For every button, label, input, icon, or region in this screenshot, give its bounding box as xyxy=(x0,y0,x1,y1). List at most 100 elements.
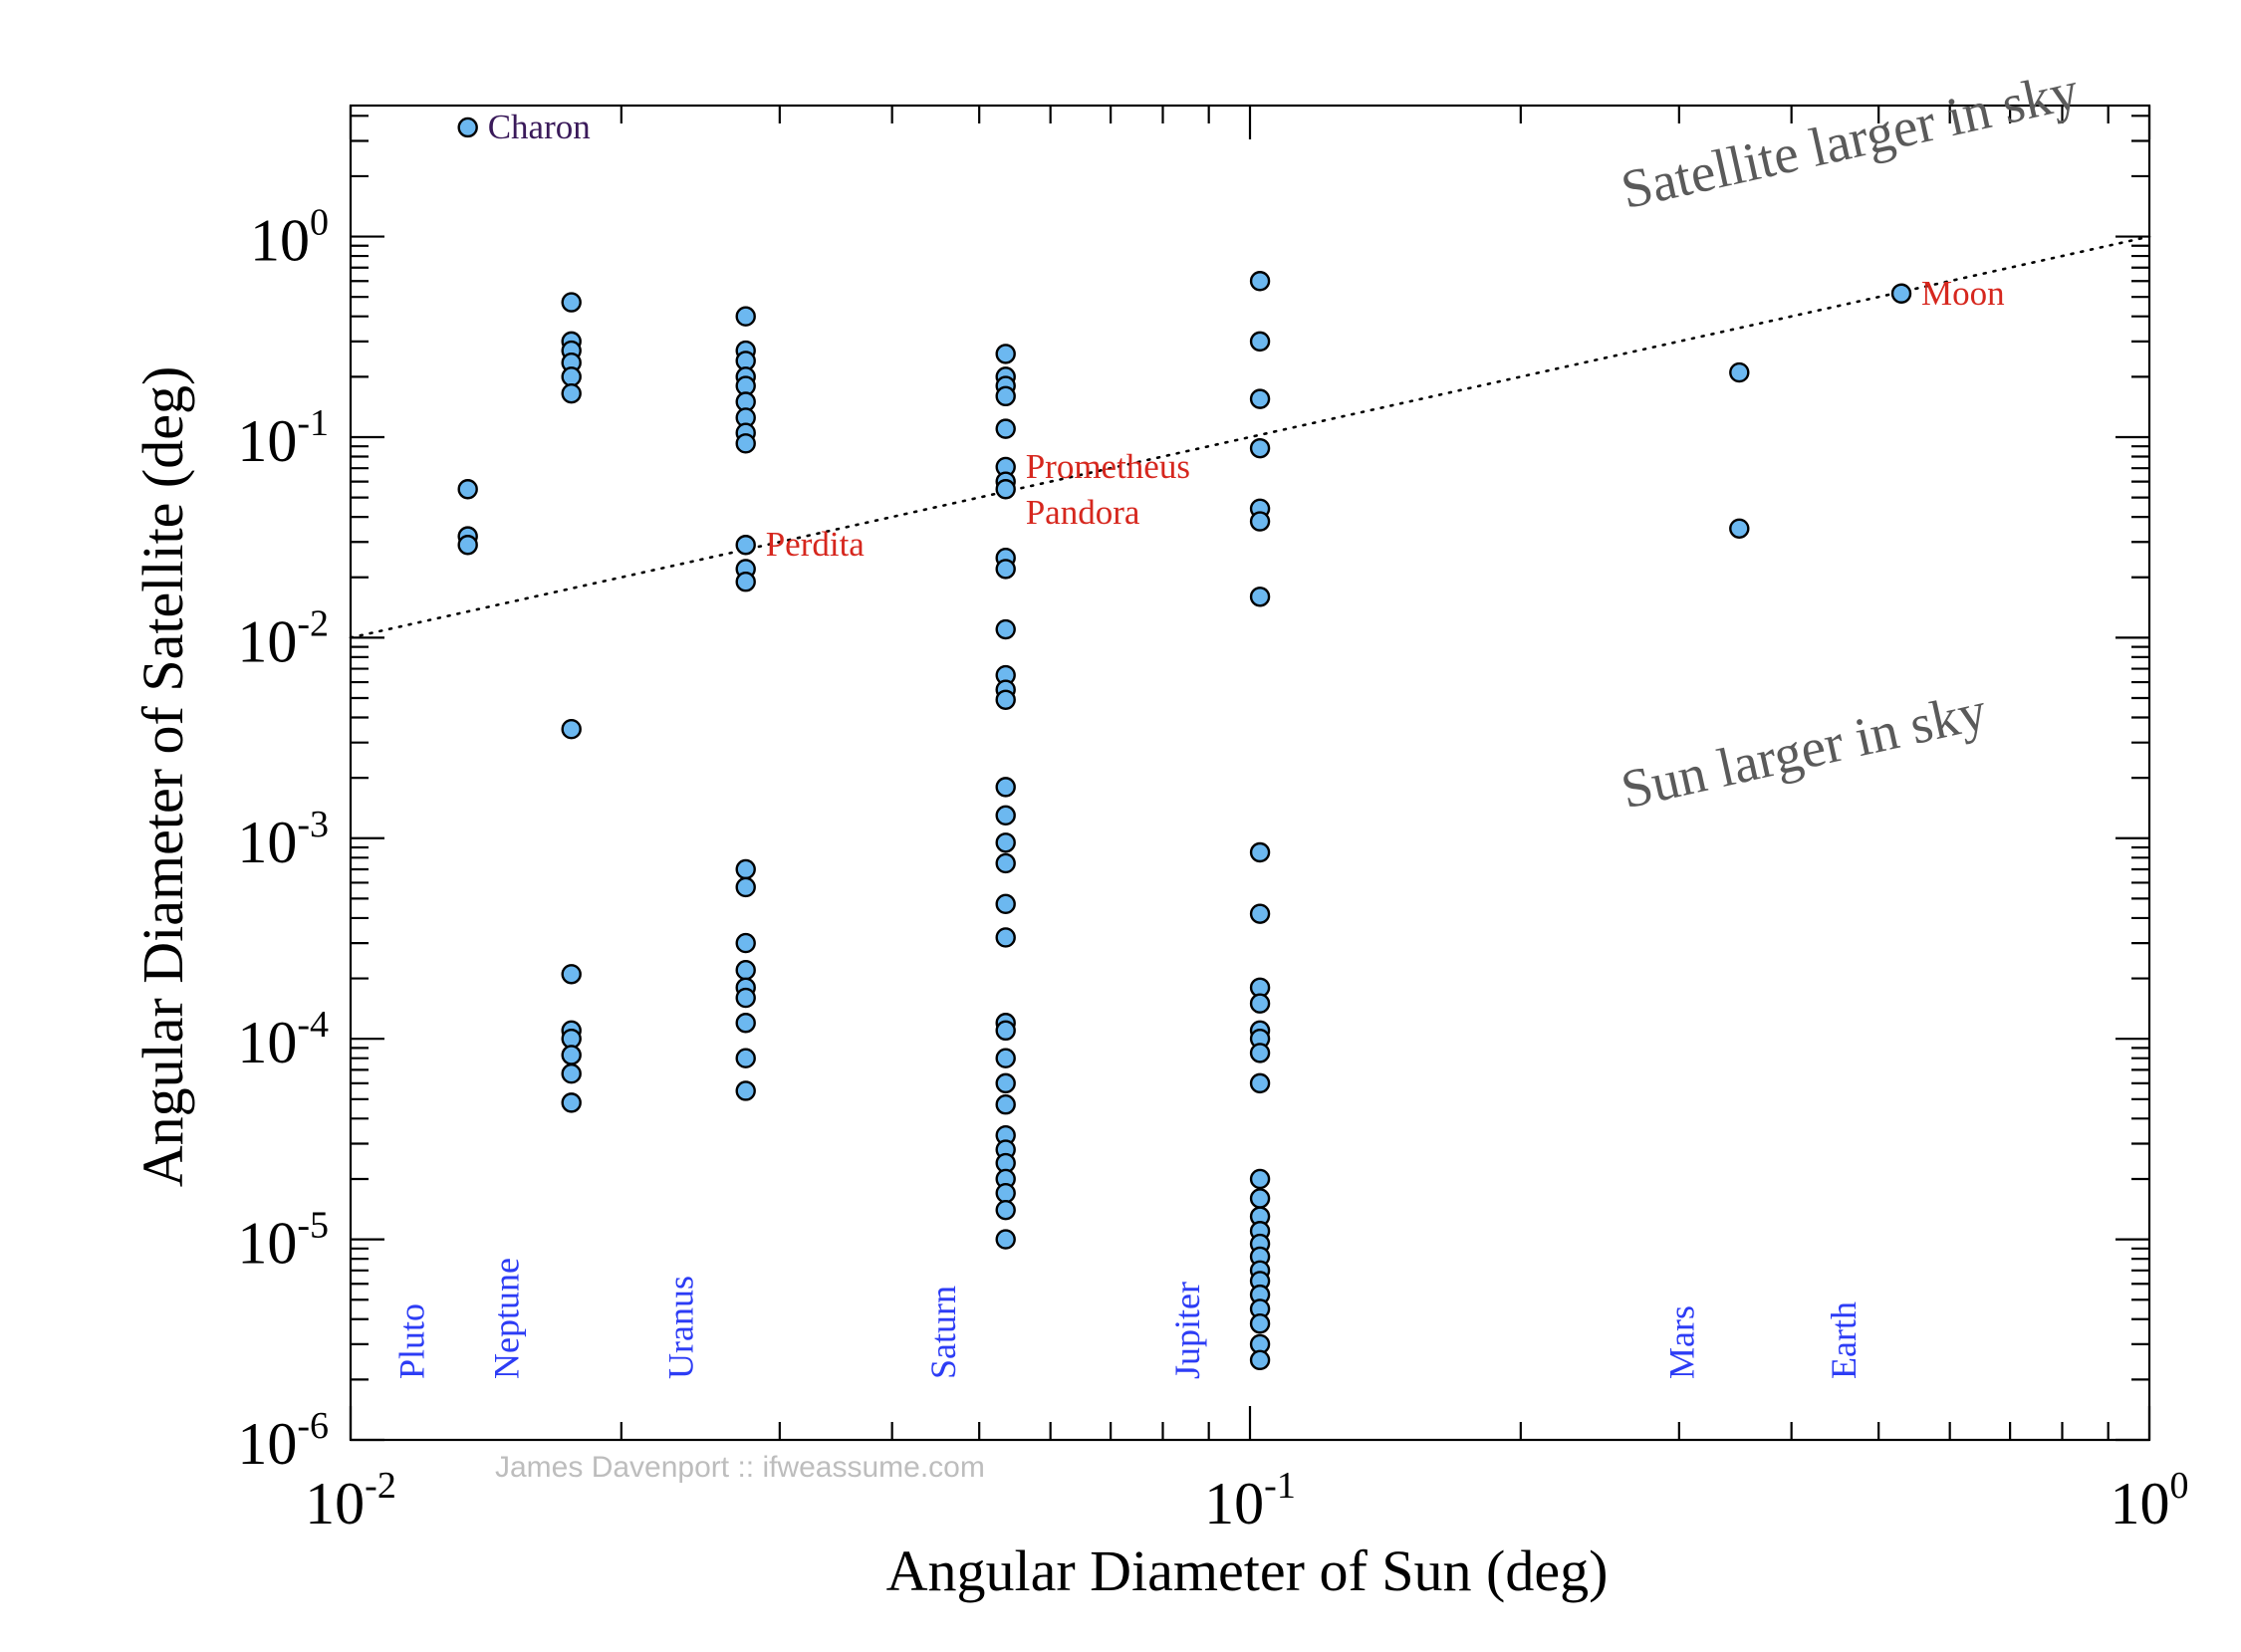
annotation-pandora: Pandora xyxy=(1026,493,1140,532)
data-point-2-20 xyxy=(735,1080,756,1101)
data-point-6-0 xyxy=(1890,283,1912,304)
x-tick-base: 10 xyxy=(1204,1471,1264,1536)
data-point-3-16 xyxy=(995,832,1016,853)
data-point-3-29 xyxy=(995,1182,1016,1204)
data-point-3-19 xyxy=(995,927,1016,948)
data-point-2-17 xyxy=(735,987,756,1009)
y-tick-base: 10 xyxy=(237,1010,297,1075)
y-tick-base: 10 xyxy=(237,810,297,875)
data-point-4-27 xyxy=(1249,1349,1271,1371)
x-tick-label: 10-2 xyxy=(305,1465,396,1536)
data-point-3-3 xyxy=(995,385,1016,407)
data-point-1-5 xyxy=(561,382,582,404)
y-tick-exponent: 0 xyxy=(310,202,329,244)
credit-text: James Davenport :: ifweassume.com xyxy=(495,1451,985,1484)
data-point-2-8 xyxy=(735,433,756,454)
planet-label-jupiter: Jupiter xyxy=(1167,1282,1207,1379)
data-point-3-7 xyxy=(995,479,1016,500)
annotation-prometheus: Prometheus xyxy=(1026,447,1190,486)
y-tick-exponent: -6 xyxy=(297,1405,329,1447)
data-point-0-0 xyxy=(457,117,478,138)
y-tick-label: 10-2 xyxy=(237,602,329,674)
y-tick-exponent: -2 xyxy=(297,602,329,644)
tick-marks-layer xyxy=(349,106,2151,1442)
data-point-3-13 xyxy=(995,689,1016,710)
y-tick-base: 10 xyxy=(237,1211,297,1277)
data-point-3-18 xyxy=(995,893,1016,915)
x-tick-base: 10 xyxy=(2111,1471,2170,1536)
planet-label-uranus: Uranus xyxy=(661,1276,701,1379)
data-point-2-12 xyxy=(735,858,756,880)
planet-label-mars: Mars xyxy=(1661,1305,1701,1379)
data-point-4-16 xyxy=(1249,1188,1271,1209)
data-point-1-0 xyxy=(561,292,582,313)
data-point-1-4 xyxy=(561,366,582,387)
data-point-2-15 xyxy=(735,960,756,981)
data-point-2-19 xyxy=(735,1048,756,1068)
y-tick-label: 10-1 xyxy=(237,402,329,474)
data-point-3-0 xyxy=(995,344,1016,364)
y-tick-exponent: -3 xyxy=(297,804,329,845)
data-point-1-6 xyxy=(561,719,582,740)
x-tick-label: 100 xyxy=(2111,1465,2189,1536)
data-point-3-24 xyxy=(995,1094,1016,1115)
data-point-1-11 xyxy=(561,1063,582,1084)
data-point-5-1 xyxy=(1729,518,1750,539)
data-point-2-13 xyxy=(735,876,756,898)
data-point-3-14 xyxy=(995,777,1016,798)
data-point-2-14 xyxy=(735,932,756,954)
data-point-0-3 xyxy=(457,535,478,556)
reference-line-layer xyxy=(349,235,2151,639)
data-point-1-10 xyxy=(561,1045,582,1065)
data-point-4-5 xyxy=(1249,511,1271,532)
data-point-4-14 xyxy=(1249,1072,1271,1094)
reference-line xyxy=(349,235,2151,639)
data-point-4-3 xyxy=(1249,437,1271,459)
planet-label-earth: Earth xyxy=(1824,1301,1864,1379)
annotation-perdita: Perdita xyxy=(766,525,866,564)
x-tick-base: 10 xyxy=(305,1471,365,1536)
y-tick-exponent: -5 xyxy=(297,1205,329,1247)
y-tick-base: 10 xyxy=(250,208,310,274)
data-point-4-13 xyxy=(1249,1043,1271,1063)
x-tick-exponent: 0 xyxy=(2170,1465,2189,1507)
data-point-5-0 xyxy=(1729,361,1750,383)
data-point-3-23 xyxy=(995,1072,1016,1094)
y-tick-base: 10 xyxy=(237,608,297,674)
x-tick-exponent: -1 xyxy=(1264,1465,1296,1507)
data-point-1-12 xyxy=(561,1092,582,1113)
data-point-4-2 xyxy=(1249,388,1271,409)
y-tick-label: 10-6 xyxy=(237,1405,329,1477)
x-axis-title: Angular Diameter of Sun (deg) xyxy=(886,1538,1609,1603)
planet-label-pluto: Pluto xyxy=(392,1303,432,1379)
data-points-layer xyxy=(457,117,1912,1371)
annotation-charon: Charon xyxy=(488,108,591,146)
y-tick-label: 10-5 xyxy=(237,1205,329,1277)
data-point-2-11 xyxy=(735,572,756,592)
planet-label-neptune: Neptune xyxy=(486,1258,526,1379)
annotation-moon: Moon xyxy=(1921,274,2005,313)
data-point-4-7 xyxy=(1249,841,1271,863)
data-point-2-9 xyxy=(735,535,756,556)
data-point-3-9 xyxy=(995,559,1016,580)
planet-label-saturn: Saturn xyxy=(923,1286,963,1379)
data-point-2-18 xyxy=(735,1013,756,1034)
y-tick-exponent: -1 xyxy=(297,402,329,444)
data-point-4-8 xyxy=(1249,903,1271,924)
y-tick-label: 10-4 xyxy=(237,1004,329,1075)
y-tick-base: 10 xyxy=(237,1411,297,1477)
y-axis-title: Angular Diameter of Satellite (deg) xyxy=(130,366,195,1188)
data-point-3-4 xyxy=(995,418,1016,439)
data-point-2-0 xyxy=(735,306,756,327)
y-tick-base: 10 xyxy=(237,408,297,474)
data-point-0-1 xyxy=(457,479,478,500)
data-point-3-17 xyxy=(995,852,1016,874)
x-tick-label: 10-1 xyxy=(1204,1465,1296,1536)
data-point-3-10 xyxy=(995,618,1016,640)
data-point-3-15 xyxy=(995,805,1016,826)
data-point-3-22 xyxy=(995,1048,1016,1068)
data-point-4-15 xyxy=(1249,1168,1271,1190)
